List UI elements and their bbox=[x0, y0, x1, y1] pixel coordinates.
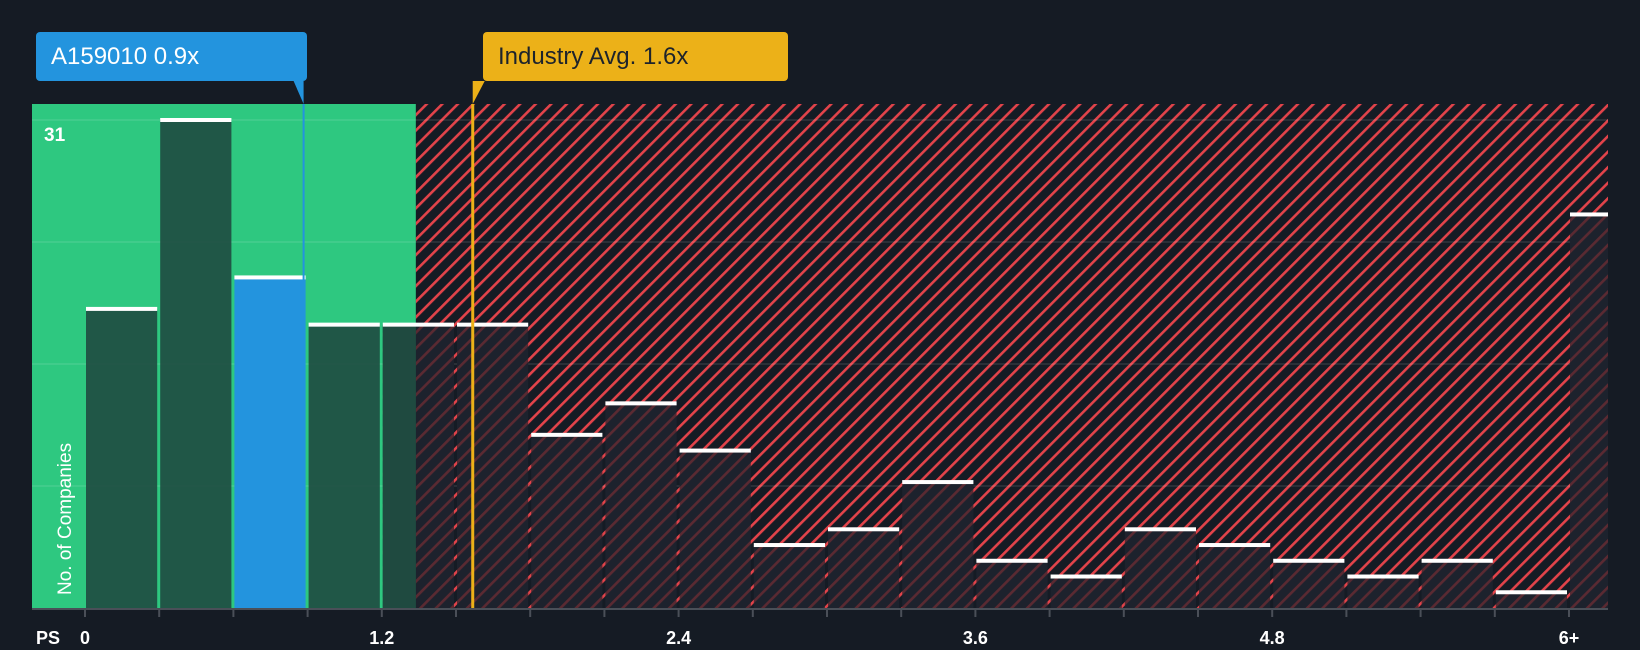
histogram-bar-top bbox=[753, 543, 825, 548]
histogram-bar bbox=[86, 308, 158, 608]
histogram-bar bbox=[753, 545, 825, 608]
industry-average-label: Industry Avg. 1.6x bbox=[483, 32, 788, 81]
histogram-bar-top bbox=[1199, 543, 1271, 548]
histogram-bar-top bbox=[1124, 527, 1196, 532]
histogram-bar bbox=[1124, 529, 1196, 608]
histogram-bar-top bbox=[457, 322, 529, 327]
histogram-bar-top bbox=[605, 401, 677, 406]
histogram-bar-top bbox=[1273, 558, 1345, 563]
histogram-bar-top bbox=[1050, 574, 1122, 579]
histogram-bars bbox=[86, 118, 1608, 609]
histogram-bar bbox=[1570, 214, 1608, 609]
x-tick-label: 4.8 bbox=[1259, 628, 1285, 648]
histogram-bar bbox=[1050, 576, 1122, 608]
x-tick-label: 2.4 bbox=[666, 628, 692, 648]
histogram-bar bbox=[976, 560, 1048, 608]
histogram-bar-top bbox=[828, 527, 900, 532]
x-tick-label: 0 bbox=[79, 628, 91, 648]
industry-label-pointer bbox=[472, 81, 485, 104]
histogram-bar-top bbox=[902, 480, 974, 485]
histogram-bar-top bbox=[679, 448, 751, 453]
histogram-bar bbox=[1421, 560, 1493, 608]
histogram-bar-top bbox=[1347, 574, 1419, 579]
histogram-bar-top bbox=[86, 306, 158, 311]
histogram-bar bbox=[1199, 545, 1271, 608]
histogram-bar bbox=[902, 482, 974, 608]
histogram-bar-top bbox=[1495, 590, 1567, 595]
x-tick-label: 3.6 bbox=[962, 628, 988, 648]
histogram-bar bbox=[1273, 560, 1345, 608]
histogram-bar bbox=[531, 434, 603, 608]
histogram-bar-top bbox=[1570, 212, 1608, 217]
histogram-bar-green-part bbox=[382, 324, 416, 608]
histogram-bar bbox=[1347, 576, 1419, 608]
company-ps-label: A159010 0.9x bbox=[36, 32, 307, 81]
histogram-bar bbox=[828, 529, 900, 608]
histogram-bar bbox=[605, 403, 677, 608]
histogram-bar-top bbox=[976, 558, 1048, 563]
x-tick-label: 1.2 bbox=[369, 628, 395, 648]
histogram-bar bbox=[1495, 592, 1567, 608]
histogram-bar-top bbox=[1421, 558, 1493, 563]
histogram-bar bbox=[457, 324, 529, 608]
histogram-bar-top bbox=[531, 432, 603, 437]
y-axis-title: No. of Companies bbox=[55, 442, 76, 595]
histogram-bar bbox=[679, 450, 751, 608]
histogram-bar bbox=[234, 277, 306, 608]
histogram-bar-top bbox=[308, 322, 380, 327]
histogram-bar-top bbox=[234, 275, 306, 280]
x-axis bbox=[32, 608, 1608, 617]
histogram-bar-top bbox=[160, 118, 232, 122]
histogram-bar bbox=[308, 324, 380, 608]
y-axis-max-label: 31 bbox=[44, 125, 66, 146]
x-axis-prefix-label: PS bbox=[36, 628, 61, 648]
company-label-pointer bbox=[293, 81, 304, 104]
histogram-bar bbox=[160, 120, 232, 608]
histogram-bar-top bbox=[382, 322, 454, 327]
value-markers bbox=[293, 81, 485, 608]
x-tick-label: 6+ bbox=[1558, 628, 1580, 648]
